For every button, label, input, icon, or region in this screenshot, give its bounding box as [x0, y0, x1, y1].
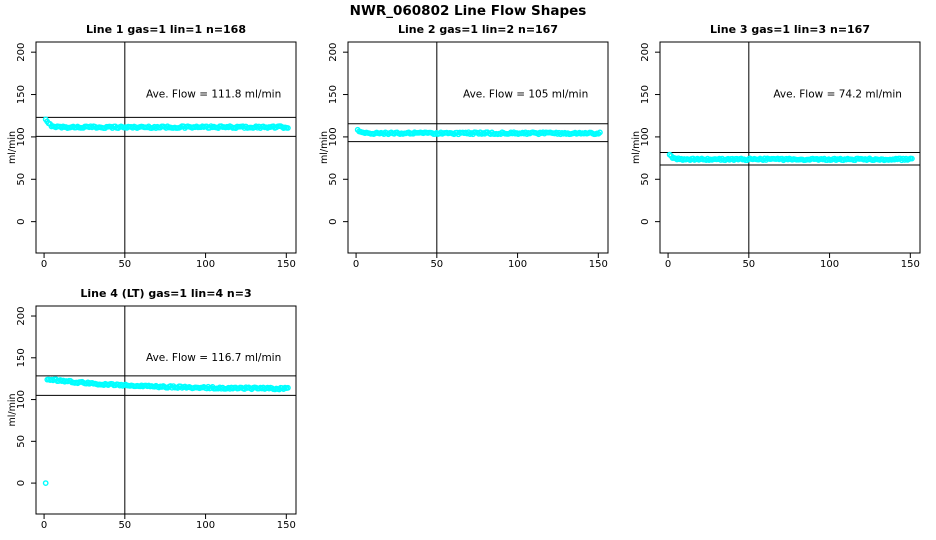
y-tick-label: 150: [328, 85, 339, 104]
plot-border: [35, 41, 297, 254]
x-tick-label: 150: [277, 520, 296, 531]
outlier-data-point: [42, 480, 49, 486]
x-tick-label: 100: [196, 520, 215, 531]
data-point: [285, 125, 291, 131]
plot-border: [35, 305, 297, 515]
subplot-title: Line 1 gas=1 lin=1 n=168: [86, 23, 246, 36]
y-axis-label: ml/min: [7, 393, 18, 426]
y-tick-label: 0: [640, 218, 651, 224]
y-tick-label: 0: [16, 480, 27, 486]
y-tick-label: 100: [328, 127, 339, 146]
x-tick-label: 50: [742, 259, 755, 270]
subplot-line-1: Line 1 gas=1 lin=1 n=168 0 50 100 150 0 50 100 1…: [7, 23, 297, 270]
x-tick-label: 0: [353, 259, 359, 270]
x-tick-label: 0: [41, 259, 47, 270]
flow-annotation: Ave. Flow = 111.8 ml/min: [146, 89, 281, 101]
y-tick-label: 50: [16, 173, 27, 186]
subplot-line-2: Line 2 gas=1 lin=2 n=167 0 50 100 150 0 50 100 1…: [319, 23, 609, 270]
y-axis-label: ml/min: [631, 131, 642, 164]
y-tick-label: 50: [640, 173, 651, 186]
flow-annotation: Ave. Flow = 74.2 ml/min: [773, 89, 902, 101]
flow-annotation: Ave. Flow = 105 ml/min: [463, 89, 588, 101]
y-tick-label: 200: [328, 43, 339, 62]
y-tick-label: 0: [16, 218, 27, 224]
plot-border: [347, 41, 609, 254]
x-tick-label: 50: [430, 259, 443, 270]
y-tick-label: 0: [328, 218, 339, 224]
subplot-title: Line 3 gas=1 lin=3 n=167: [710, 23, 870, 36]
x-tick-label: 100: [820, 259, 839, 270]
y-axis-label: ml/min: [319, 131, 330, 164]
x-tick-label: 100: [196, 259, 215, 270]
y-tick-label: 150: [640, 85, 651, 104]
y-tick-label: 100: [16, 390, 27, 409]
data-point: [285, 384, 291, 391]
y-tick-label: 200: [16, 306, 27, 325]
x-tick-label: 50: [118, 520, 131, 531]
data-point: [597, 129, 603, 136]
plot-border: [659, 41, 921, 254]
subplot-line-4: Line 4 (LT) gas=1 lin=4 n=3 0 50 100 150 0 50 1…: [7, 287, 297, 531]
subplot-title: Line 4 (LT) gas=1 lin=4 n=3: [80, 287, 251, 300]
y-tick-label: 150: [16, 85, 27, 104]
y-tick-label: 200: [640, 43, 651, 62]
x-tick-label: 50: [118, 259, 131, 270]
flow-annotation: Ave. Flow = 116.7 ml/min: [146, 352, 281, 364]
x-tick-label: 150: [901, 259, 920, 270]
x-tick-label: 150: [277, 259, 296, 270]
x-tick-label: 150: [589, 259, 608, 270]
y-tick-label: 150: [16, 348, 27, 367]
x-tick-label: 0: [41, 520, 47, 531]
x-tick-label: 100: [508, 259, 527, 270]
subplot-title: Line 2 gas=1 lin=2 n=167: [398, 23, 558, 36]
y-axis-label: ml/min: [7, 131, 18, 164]
y-tick-label: 50: [328, 173, 339, 186]
data-point: [909, 155, 915, 162]
y-tick-label: 50: [16, 435, 27, 448]
y-tick-label: 100: [16, 127, 27, 146]
y-tick-label: 100: [640, 127, 651, 146]
subplot-line-3: Line 3 gas=1 lin=3 n=167 0 50 100 150 0 50 100 1…: [631, 23, 921, 270]
page-title: NWR_060802 Line Flow Shapes: [350, 3, 587, 19]
y-tick-label: 200: [16, 43, 27, 62]
x-tick-label: 0: [665, 259, 671, 270]
